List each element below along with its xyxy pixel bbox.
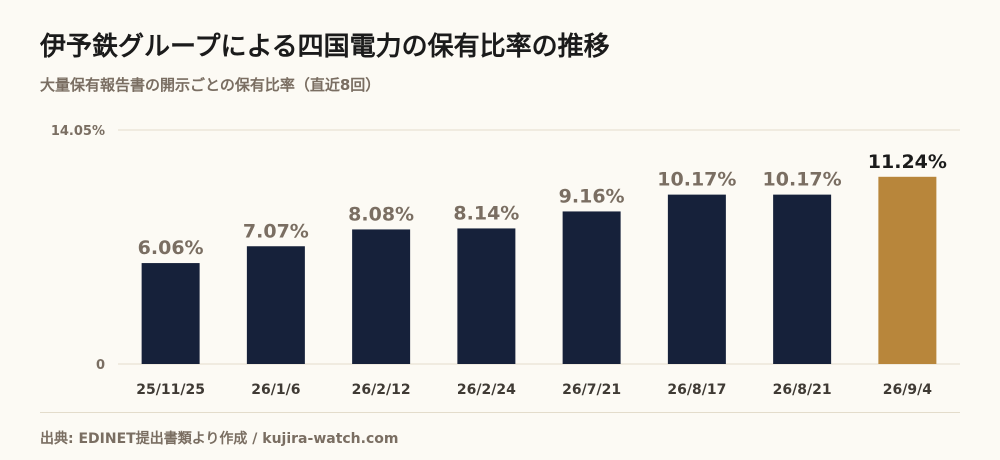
bar — [562, 211, 621, 364]
bar — [878, 176, 937, 364]
data-label: 10.17% — [657, 169, 736, 191]
data-label: 9.16% — [559, 185, 625, 207]
x-tick-label: 26/7/21 — [562, 382, 621, 398]
bar — [667, 194, 726, 364]
x-tick-label: 26/8/17 — [667, 382, 726, 398]
data-label: 6.06% — [138, 237, 204, 259]
bar — [246, 246, 305, 364]
data-label: 11.24% — [868, 151, 947, 173]
bar — [141, 263, 200, 364]
x-tick-label: 25/11/25 — [136, 382, 205, 398]
x-tick-label: 26/1/6 — [251, 382, 300, 398]
y-tick-label: 14.05% — [51, 124, 105, 139]
chart-title: 伊予鉄グループによる四国電力の保有比率の推移 — [40, 32, 610, 62]
data-label: 10.17% — [763, 169, 842, 191]
footer-divider — [40, 412, 960, 413]
x-tick-label: 26/8/21 — [773, 382, 832, 398]
data-label: 8.08% — [348, 203, 414, 225]
x-tick-label: 26/9/4 — [883, 382, 932, 398]
bar — [352, 229, 411, 364]
x-tick-label: 26/2/24 — [457, 382, 516, 398]
x-tick-label: 26/2/12 — [352, 382, 411, 398]
y-tick-label: 0 — [96, 358, 105, 373]
bar — [457, 228, 516, 364]
chart-subtitle: 大量保有報告書の開示ごとの保有比率（直近8回） — [40, 76, 381, 94]
data-label: 7.07% — [243, 220, 309, 242]
data-label: 8.14% — [453, 202, 519, 224]
source-note: 出典: EDINET提出書類より作成 / kujira-watch.com — [40, 431, 399, 447]
bar — [773, 194, 832, 364]
